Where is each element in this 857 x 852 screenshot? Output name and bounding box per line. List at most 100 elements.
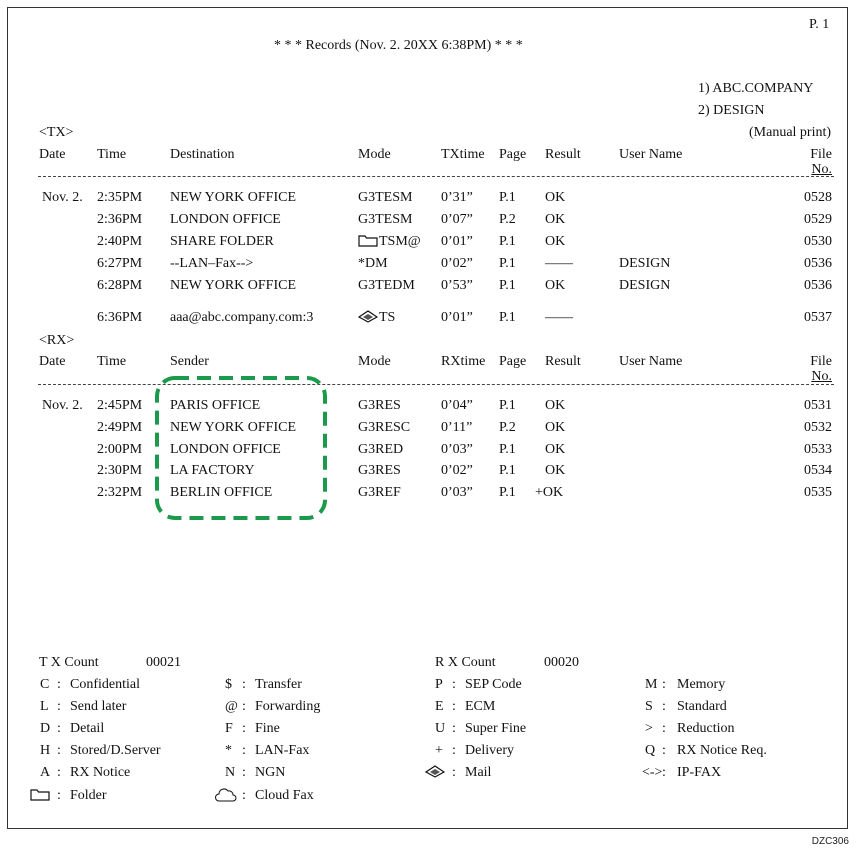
legend-value-text: LAN-Fax — [255, 743, 310, 758]
column-header-text: Time — [97, 147, 127, 162]
tx-section-label: <TX> — [39, 125, 74, 140]
legend-colon: : — [662, 765, 666, 780]
cell-page-text: P.1 — [499, 234, 516, 249]
cell-page: P.1 — [499, 190, 516, 206]
legend-value: Cloud Fax — [255, 788, 314, 804]
column-header: Time — [97, 354, 126, 370]
column-header-file-text: File — [810, 147, 832, 162]
report-title: * * * Records (Nov. 2. 20XX 6:38PM) * * … — [274, 38, 523, 53]
cell-user-text: DESIGN — [619, 256, 671, 271]
column-header-text: Result — [545, 354, 581, 369]
cell-time: 6:28PM — [97, 278, 142, 294]
cell-txtime-text: 0’31” — [441, 190, 473, 205]
legend-value: IP-FAX — [677, 765, 721, 781]
cell-time-text: 2:36PM — [97, 212, 143, 227]
legend-key: D — [40, 721, 50, 737]
cell-mode: TSM@ — [358, 234, 421, 250]
cell-txtime: 0’07” — [441, 212, 473, 228]
cell-dest-text: SHARE FOLDER — [170, 234, 274, 249]
cell-result: OK — [545, 463, 565, 479]
column-header: Page — [499, 354, 526, 370]
legend-key: F — [225, 721, 233, 737]
cell-page: P.1 — [499, 485, 516, 501]
cell-date-text: Nov. 2. — [42, 398, 83, 413]
cell-page-text: P.1 — [499, 190, 516, 205]
legend-value-text: Super Fine — [465, 721, 527, 736]
legend-value: Fine — [255, 721, 280, 737]
cell-mode: G3TESM — [358, 212, 412, 228]
rx-count-value: 00020 — [544, 655, 579, 670]
legend-key-text: H — [40, 743, 51, 758]
legend-value-text: NGN — [255, 765, 286, 780]
legend-value-text: Standard — [677, 699, 727, 714]
legend-colon: : — [242, 788, 246, 803]
cloud-icon — [215, 788, 238, 805]
legend-value-text: IP-FAX — [677, 765, 722, 780]
cell-result: OK — [545, 190, 565, 206]
legend-value-text: Confidential — [70, 677, 140, 692]
cell-time-text: 2:49PM — [97, 420, 143, 435]
legend-colon: : — [662, 721, 666, 736]
cell-page: P.1 — [499, 463, 516, 479]
column-header: RXtime — [441, 354, 485, 370]
column-header: Date — [39, 354, 65, 370]
cell-dest: LONDON OFFICE — [170, 442, 281, 458]
cell-time-text: 2:30PM — [97, 463, 143, 478]
cell-page-text: P.1 — [499, 398, 516, 413]
legend-value: Folder — [70, 788, 107, 804]
cell-txtime: 0’04” — [441, 398, 473, 414]
cell-mode-text: G3REF — [358, 485, 401, 500]
legend-value: Stored/D.Server — [70, 743, 161, 759]
cell-page-text: P.1 — [499, 310, 516, 325]
cell-time: 2:35PM — [97, 190, 142, 206]
recipient-1: 1) ABC.COMPANY — [698, 81, 814, 96]
cell-time-text: 2:00PM — [97, 442, 143, 457]
legend-key: C — [40, 677, 49, 693]
column-header: Sender — [170, 354, 209, 370]
legend-value-text: Folder — [70, 788, 107, 803]
cell-page: P.1 — [499, 442, 516, 458]
cell-page-text: P.1 — [499, 485, 516, 500]
rx-count-label: R X Count — [435, 655, 496, 670]
legend-colon: : — [57, 765, 61, 780]
cell-file: 0529 — [790, 212, 832, 228]
legend-key: <-> — [642, 765, 662, 781]
cell-txtime-text: 0’01” — [441, 234, 473, 249]
column-header-text: Page — [499, 354, 527, 369]
column-header-text: Date — [39, 147, 66, 162]
cell-time-text: 6:28PM — [97, 278, 143, 293]
legend-key-text: F — [225, 721, 233, 736]
legend-key: $ — [225, 677, 232, 693]
legend-value: Forwarding — [255, 699, 320, 715]
cell-file-text: 0532 — [804, 420, 832, 435]
cell-user: DESIGN — [619, 278, 670, 294]
legend-value-text: Reduction — [677, 721, 735, 736]
cell-result-text: OK — [545, 442, 566, 457]
legend-colon: : — [242, 721, 246, 736]
cell-mode-text: G3TESM — [358, 190, 413, 205]
legend-colon: : — [57, 743, 61, 758]
cell-txtime: 0’03” — [441, 485, 473, 501]
cell-file-text: 0528 — [804, 190, 832, 205]
cell-txtime: 0’31” — [441, 190, 473, 206]
legend-value-text: Send later — [70, 699, 127, 714]
legend-value: Mail — [465, 765, 491, 781]
cell-mode: G3REF — [358, 485, 401, 501]
legend-key: > — [645, 721, 653, 737]
legend-colon: : — [452, 765, 456, 780]
column-header-text: Sender — [170, 354, 209, 369]
page-number: P. 1 — [809, 17, 830, 32]
cell-file-text: 0536 — [804, 256, 832, 271]
legend-colon: : — [242, 765, 246, 780]
legend-value-text: Transfer — [255, 677, 302, 692]
folder-icon — [30, 788, 51, 804]
cell-txtime: 0’02” — [441, 256, 473, 272]
cell-result-text: +OK — [535, 485, 564, 500]
cell-result: +OK — [535, 485, 563, 501]
column-header: TXtime — [441, 147, 485, 163]
cell-mode-text: G3RES — [358, 398, 401, 413]
column-header-no: No. — [800, 162, 832, 178]
cell-dest-text: PARIS OFFICE — [170, 398, 261, 413]
recipient-2: 2) DESIGN — [698, 103, 765, 118]
legend-value-text: Cloud Fax — [255, 788, 314, 803]
